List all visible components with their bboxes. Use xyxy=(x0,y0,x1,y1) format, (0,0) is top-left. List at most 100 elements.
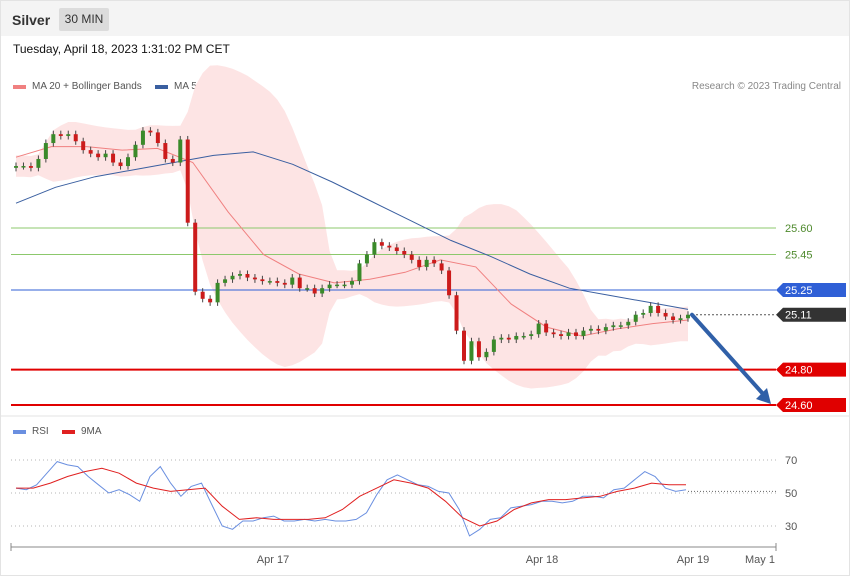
candle-body xyxy=(290,277,295,285)
candle-body xyxy=(51,134,56,144)
candle-body xyxy=(462,330,466,361)
candle xyxy=(58,130,63,140)
level-label-25.11: 25.11 xyxy=(785,310,812,322)
candle xyxy=(200,288,205,303)
candle xyxy=(484,348,489,361)
candle xyxy=(462,327,466,365)
legend-rsi: RSI xyxy=(13,426,49,437)
candle-body xyxy=(81,141,86,151)
candle-body xyxy=(521,335,526,338)
candle xyxy=(290,274,295,289)
candle-body xyxy=(327,284,332,289)
candle xyxy=(193,219,198,296)
candle-body xyxy=(96,153,101,158)
candle xyxy=(81,137,86,154)
candle xyxy=(21,162,26,170)
legend-ma50-label: MA 50 xyxy=(174,81,203,92)
candle xyxy=(320,284,325,298)
candle-body xyxy=(566,332,571,336)
candle-body xyxy=(140,130,145,145)
candle-body xyxy=(686,314,690,319)
candle xyxy=(350,277,354,289)
level-label-25.60: 25.60 xyxy=(785,223,813,235)
candle-body xyxy=(581,330,586,336)
candle-body xyxy=(641,312,646,315)
x-tick-label: Apr 17 xyxy=(257,554,289,566)
candle xyxy=(66,130,71,140)
candle xyxy=(439,259,444,275)
candle xyxy=(312,284,317,298)
candle xyxy=(432,256,437,267)
timestamp: Tuesday, April 18, 2023 1:31:02 PM CET xyxy=(13,42,230,56)
candle-body xyxy=(155,132,160,144)
timeframe-badge[interactable]: 30 MIN xyxy=(59,8,109,31)
candle xyxy=(238,270,242,280)
candle-body xyxy=(656,305,661,313)
candle-body xyxy=(305,288,310,290)
instrument-title: Silver xyxy=(12,12,51,28)
candle-body xyxy=(417,259,422,267)
candle-body xyxy=(476,341,481,358)
candle-body xyxy=(574,332,578,336)
candle xyxy=(140,127,145,149)
candle-body xyxy=(36,158,41,168)
candle-body xyxy=(506,337,511,340)
candle xyxy=(185,135,190,227)
candle-body xyxy=(43,143,48,159)
candle xyxy=(536,320,541,338)
header-bar: Silver 30 MIN xyxy=(1,1,849,36)
candle-body xyxy=(282,282,287,285)
rsi-panel: 30 50 70 xyxy=(11,455,797,537)
candle-body xyxy=(223,279,228,283)
candle xyxy=(499,334,504,344)
candle-body xyxy=(66,134,71,136)
candle xyxy=(28,162,33,172)
x-tick-label: Apr 19 xyxy=(677,554,709,566)
rsi-line xyxy=(15,461,687,537)
candle-body xyxy=(596,328,601,331)
x-axis: Apr 17 Apr 18 Apr 19 May 1 xyxy=(10,543,777,566)
candle-body xyxy=(260,279,265,282)
candle xyxy=(36,155,41,172)
candle xyxy=(335,281,340,289)
candle-body xyxy=(103,153,108,158)
candle-body xyxy=(312,288,317,294)
candle xyxy=(656,302,661,317)
candle xyxy=(447,266,452,299)
candle xyxy=(14,162,18,172)
level-tag-25.25 xyxy=(776,282,846,297)
candle-body xyxy=(633,314,638,322)
candle xyxy=(327,281,332,292)
level-tag-24.60 xyxy=(776,398,846,412)
candle xyxy=(566,328,571,340)
candle-body xyxy=(170,158,175,163)
candle xyxy=(469,337,474,365)
candle xyxy=(521,332,526,340)
candle-body xyxy=(238,274,242,276)
candle xyxy=(588,325,593,335)
candle-body xyxy=(432,259,437,264)
candle-body xyxy=(379,242,384,246)
bollinger-band xyxy=(16,65,688,389)
candle-body xyxy=(671,316,676,321)
candle-body xyxy=(402,251,407,255)
candle-body xyxy=(536,323,541,335)
candle xyxy=(275,277,280,287)
candle xyxy=(596,325,601,335)
candle xyxy=(155,128,160,147)
candle xyxy=(230,272,235,283)
candle-body xyxy=(252,277,257,280)
candle xyxy=(409,251,414,264)
candle-body xyxy=(424,259,429,267)
candle xyxy=(170,155,175,167)
legend-ma20-label: MA 20 + Bollinger Bands xyxy=(32,81,142,92)
candle-body xyxy=(58,134,63,136)
candle xyxy=(402,247,407,259)
candle xyxy=(678,314,683,324)
candles xyxy=(14,127,690,365)
candle-body xyxy=(275,281,280,283)
candle-body xyxy=(335,284,340,287)
candle xyxy=(260,275,265,285)
candle xyxy=(88,146,93,158)
candle xyxy=(103,150,108,161)
